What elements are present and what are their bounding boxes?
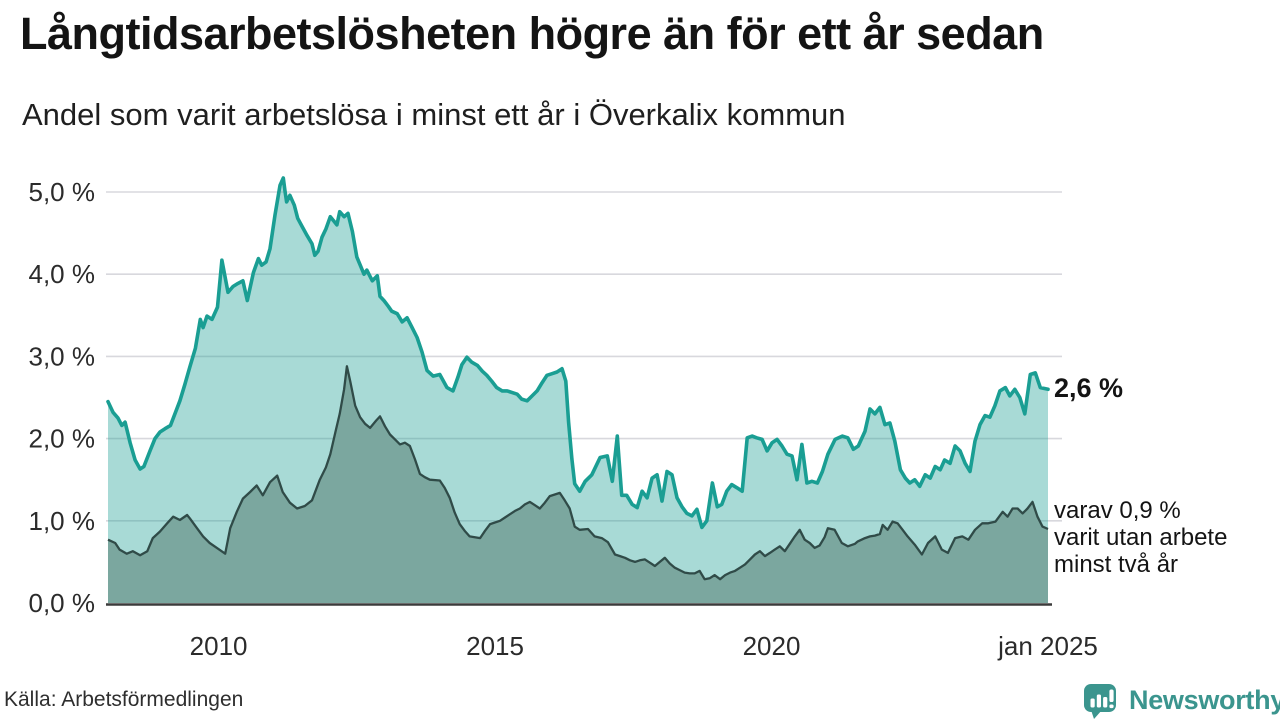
y-tick-label: 3,0 %	[29, 341, 96, 371]
y-tick-label: 1,0 %	[29, 506, 96, 536]
x-tick-label: 2020	[743, 631, 801, 661]
secondary-series-label-line3: minst två år	[1054, 551, 1179, 578]
newsworthy-logo-icon	[1084, 684, 1116, 719]
series-area-min-two-years	[108, 366, 1048, 603]
y-tick-label: 2,0 %	[29, 424, 96, 454]
y-tick-label: 4,0 %	[29, 259, 96, 289]
latest-value-label: 2,6 %	[1054, 373, 1124, 403]
secondary-series-label-line1: varav 0,9 %	[1054, 497, 1181, 524]
series-line-min-one-year	[106, 176, 1050, 530]
x-tick-label: 2010	[190, 631, 248, 661]
page-title: Långtidsarbetslösheten högre än för ett …	[20, 8, 1044, 59]
x-tick-label: jan 2025	[997, 631, 1098, 661]
secondary-series-label-line2: varit utan arbete	[1054, 524, 1228, 551]
source-credit: Källa: Arbetsförmedlingen	[4, 688, 244, 711]
secondary-series-label: varav 0,9 % varit utan arbete minst två …	[1054, 497, 1227, 578]
y-tick-label: 0,0 %	[29, 588, 96, 618]
series-line-min-two-years	[107, 365, 1049, 581]
chart-subtitle: Andel som varit arbetslösa i minst ett å…	[22, 97, 846, 132]
x-tick-label: 2015	[466, 631, 524, 661]
y-tick-label: 5,0 %	[29, 177, 96, 207]
newsworthy-logo: Newsworthy	[1082, 681, 1280, 719]
newsworthy-logo-text: Newsworthy	[1129, 684, 1280, 715]
